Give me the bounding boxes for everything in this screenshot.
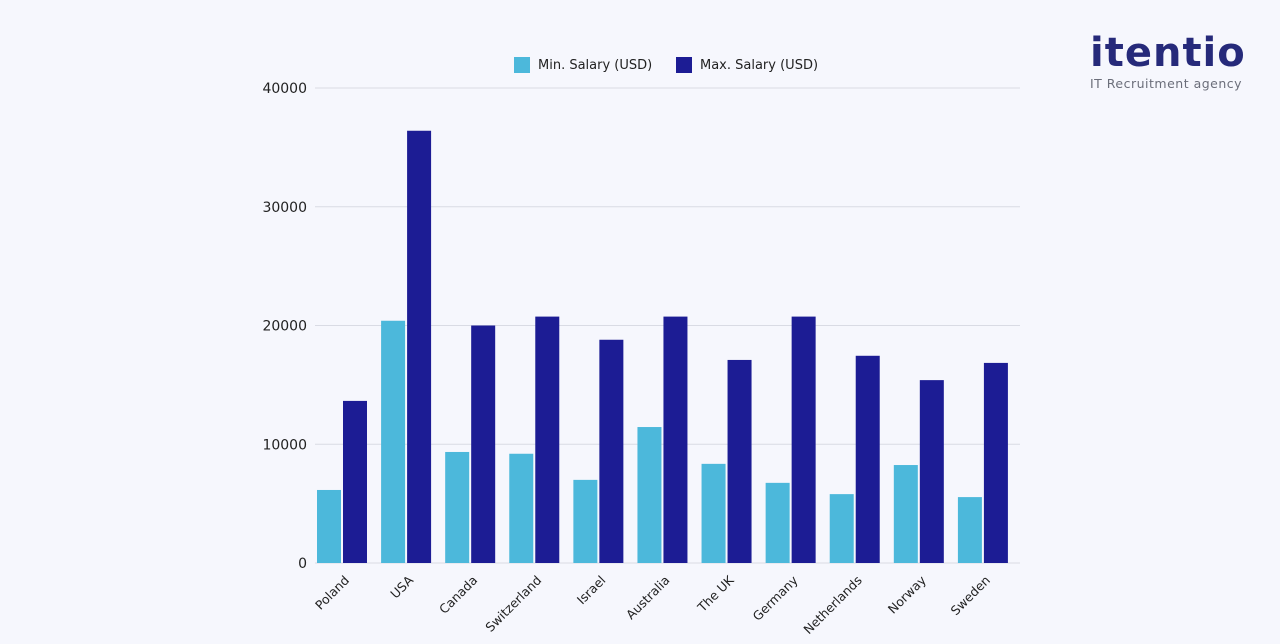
- bar-max-the-uk: [727, 359, 752, 563]
- bar-min-poland: [317, 489, 341, 563]
- logo-tagline: IT Recruitment agency: [1090, 76, 1243, 91]
- bar-min-israel: [573, 479, 598, 563]
- bar-min-germany: [765, 482, 790, 563]
- bar-min-netherlands: [829, 494, 854, 563]
- legend-label: Min. Salary (USD): [538, 58, 652, 73]
- x-tick-label: Australia: [623, 573, 673, 623]
- bar-max-israel: [599, 339, 624, 563]
- bar-min-the-uk: [701, 463, 726, 563]
- logo: itentio IT Recruitment agency: [1090, 30, 1246, 91]
- legend-swatch: [514, 57, 530, 73]
- x-tick-label: Switzerland: [482, 573, 544, 635]
- bar-max-poland: [343, 400, 367, 563]
- x-tick-label: Netherlands: [800, 573, 864, 637]
- x-tick-label: Sweden: [947, 573, 993, 619]
- x-tick-label: Germany: [750, 572, 802, 624]
- bar-max-usa: [407, 130, 432, 563]
- y-tick-label: 0: [298, 556, 307, 572]
- y-tick-label: 40000: [262, 81, 307, 97]
- bar-max-canada: [471, 325, 496, 563]
- bar-max-switzerland: [535, 316, 560, 563]
- bar-min-sweden: [957, 497, 982, 563]
- x-tick-label: Poland: [312, 573, 352, 613]
- bar-min-australia: [637, 427, 662, 563]
- bar-max-australia: [663, 316, 688, 563]
- bar-min-switzerland: [509, 453, 534, 563]
- bar-min-usa: [381, 320, 406, 563]
- bar-min-norway: [893, 465, 918, 563]
- x-tick-label: The UK: [694, 572, 737, 615]
- legend-label: Max. Salary (USD): [700, 58, 818, 73]
- bar-max-sweden: [983, 362, 1008, 563]
- x-tick-label: Norway: [885, 572, 930, 617]
- bar-max-netherlands: [855, 355, 880, 563]
- bar-max-germany: [791, 316, 816, 563]
- x-tick-label: USA: [387, 572, 416, 601]
- x-tick-label: Canada: [436, 573, 480, 617]
- bar-min-canada: [445, 451, 470, 563]
- x-tick-label: Israel: [574, 573, 609, 608]
- logo-name: itentio: [1090, 30, 1246, 76]
- y-tick-label: 30000: [262, 200, 307, 216]
- y-tick-label: 10000: [262, 437, 307, 453]
- bar-max-norway: [919, 380, 944, 563]
- y-tick-label: 20000: [262, 319, 307, 335]
- legend-swatch: [676, 57, 692, 73]
